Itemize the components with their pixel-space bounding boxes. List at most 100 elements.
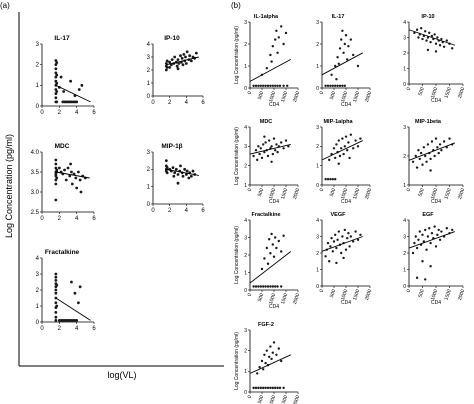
regression-line (321, 52, 364, 76)
data-point (276, 84, 279, 88)
data-point (337, 162, 340, 165)
y-tick-label: 1 (244, 270, 247, 276)
y-tick-label: 3 (403, 35, 406, 41)
x-tick-label: 1000 (340, 288, 350, 301)
data-point (260, 156, 264, 160)
data-point (262, 285, 265, 288)
y-tick-label: 1 (316, 267, 319, 273)
data-point (276, 51, 279, 54)
x-axis-label: CD4 (341, 102, 351, 108)
y-tick-label: 2.5 (31, 210, 40, 216)
data-point (75, 319, 79, 322)
data-point (265, 349, 268, 352)
regression-line (55, 297, 91, 321)
data-point (336, 84, 339, 88)
data-point (338, 84, 342, 88)
data-point (252, 84, 255, 88)
x-tick-label: 2000 (364, 187, 374, 200)
x-tick-label: 1500 (280, 90, 290, 103)
data-point (191, 169, 195, 173)
data-point (418, 157, 421, 161)
data-point (64, 178, 68, 182)
y-tick-label: 1 (403, 183, 406, 189)
data-point (336, 238, 339, 241)
data-point (337, 139, 340, 142)
y-tick-label: 1 (244, 183, 247, 189)
data-point (272, 137, 276, 140)
data-point (430, 140, 434, 143)
data-point (274, 149, 277, 152)
data-point (181, 174, 185, 178)
y-tick-label: 0 (403, 284, 406, 290)
x-tick-label: 6 (92, 216, 96, 222)
data-point (354, 139, 357, 142)
y-tick-label: 1 (36, 304, 40, 310)
y-tick-label: 0 (147, 94, 151, 100)
data-point (340, 251, 343, 255)
data-point (54, 291, 58, 295)
data-point (434, 42, 438, 45)
y-tick-label: 2 (36, 62, 40, 68)
x-tick-label: 500 (257, 394, 266, 404)
regression-line (55, 171, 90, 179)
x-tick-label: 1500 (352, 90, 362, 103)
data-point (414, 235, 417, 238)
data-point (417, 36, 420, 39)
data-point (282, 147, 285, 150)
data-point (274, 386, 277, 390)
y-tick-label: 0 (403, 82, 406, 88)
plot-title: MDC (260, 119, 273, 125)
plot-fractalkine-a: Fractalkine 0 1 2 3 4 0 2 4 6 (36, 249, 97, 332)
data-point (73, 291, 77, 295)
data-point (262, 84, 265, 88)
data-point (341, 137, 344, 140)
data-point (421, 37, 424, 41)
data-point (282, 234, 285, 237)
y-axis-label: Log Concentration (pg/ml) (234, 332, 240, 390)
data-point (274, 84, 277, 88)
data-point (331, 250, 334, 253)
data-point (324, 255, 327, 258)
plot-title: IP-10 (421, 14, 434, 20)
data-point (275, 29, 278, 32)
data-point (429, 169, 432, 172)
data-point (259, 285, 262, 288)
data-point (264, 285, 267, 288)
plot-title: IL-17 (332, 14, 345, 20)
data-point (440, 37, 443, 41)
y-tick-label: 1 (244, 64, 247, 70)
x-tick-label: 0 (151, 208, 155, 214)
plot-fgf-2-b: FGF-201230500100015002000CD4Log Concentr… (234, 322, 301, 404)
data-point (415, 166, 419, 169)
plot-title: VEGF (331, 212, 347, 218)
x-tick-label: 0 (406, 86, 413, 91)
data-point (335, 246, 338, 250)
data-point (338, 154, 342, 158)
data-point (347, 141, 350, 144)
data-point (257, 285, 260, 288)
data-point (330, 236, 333, 240)
data-point (347, 45, 350, 48)
data-point (170, 58, 174, 61)
x-tick-label: 1000 (430, 187, 440, 200)
data-point (259, 84, 262, 88)
y-tick-label: 2 (403, 51, 406, 57)
regression-line (249, 251, 292, 284)
x-tick-label: 0 (406, 288, 413, 293)
data-point (328, 260, 331, 263)
regression-line (249, 354, 291, 374)
data-point (179, 54, 182, 58)
data-point (269, 345, 272, 348)
data-point (54, 182, 58, 186)
data-point (415, 246, 419, 250)
data-point (262, 143, 265, 146)
data-point (340, 147, 343, 150)
data-point (411, 251, 415, 255)
data-point (63, 168, 66, 172)
data-point (422, 146, 426, 149)
x-tick-label: 1500 (443, 187, 453, 200)
y-tick-label: 4 (403, 20, 406, 26)
x-tick-label: 500 (417, 187, 426, 197)
plot-title: Fractalkine (45, 249, 80, 256)
